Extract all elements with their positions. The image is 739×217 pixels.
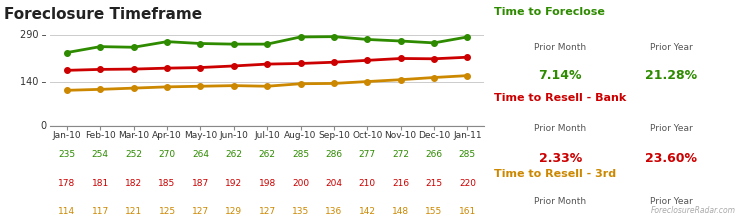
Text: Prior Month: Prior Month [534, 197, 586, 206]
Text: 252: 252 [125, 151, 142, 159]
Text: 286: 286 [325, 151, 342, 159]
Text: 7.14%: 7.14% [539, 69, 582, 82]
Text: 262: 262 [259, 151, 276, 159]
Text: 142: 142 [358, 207, 375, 216]
Text: 235: 235 [58, 151, 75, 159]
Text: 127: 127 [259, 207, 276, 216]
Text: 114: 114 [58, 207, 75, 216]
Text: 254: 254 [92, 151, 109, 159]
Text: 135: 135 [292, 207, 309, 216]
Text: Time to Resell - 3rd: Time to Resell - 3rd [494, 169, 616, 179]
Text: 204: 204 [325, 179, 342, 188]
Text: Time to Resell - Bank: Time to Resell - Bank [494, 93, 626, 103]
Text: 216: 216 [392, 179, 409, 188]
Text: 198: 198 [259, 179, 276, 188]
Text: 187: 187 [192, 179, 209, 188]
Text: 129: 129 [225, 207, 242, 216]
Text: 127: 127 [192, 207, 209, 216]
Text: Prior Month: Prior Month [534, 124, 586, 133]
Text: 266: 266 [426, 151, 443, 159]
Text: 290 –: 290 – [20, 30, 47, 40]
Text: 155: 155 [426, 207, 443, 216]
Text: 21.28%: 21.28% [645, 69, 697, 82]
Text: 0: 0 [41, 121, 47, 131]
Text: 272: 272 [392, 151, 409, 159]
Text: Prior Year: Prior Year [650, 124, 692, 133]
Text: Foreclosure Timeframe: Foreclosure Timeframe [4, 7, 202, 21]
Text: 117: 117 [92, 207, 109, 216]
Text: 270: 270 [158, 151, 176, 159]
Text: Prior Year: Prior Year [650, 197, 692, 206]
Text: 2.33%: 2.33% [539, 152, 582, 165]
Text: 148: 148 [392, 207, 409, 216]
Text: 161: 161 [459, 207, 476, 216]
Text: 185: 185 [158, 179, 176, 188]
Text: 200: 200 [292, 179, 309, 188]
Text: 215: 215 [426, 179, 443, 188]
Text: Time to Foreclose: Time to Foreclose [494, 7, 605, 16]
Text: 136: 136 [325, 207, 342, 216]
Text: ForeclosureRadar.com: ForeclosureRadar.com [650, 206, 735, 215]
Text: 262: 262 [225, 151, 242, 159]
Text: 182: 182 [125, 179, 142, 188]
Text: Prior Month: Prior Month [534, 43, 586, 52]
Text: 23.60%: 23.60% [645, 152, 697, 165]
Text: 181: 181 [92, 179, 109, 188]
Text: 140 –: 140 – [20, 77, 47, 87]
Text: 121: 121 [125, 207, 142, 216]
Text: 277: 277 [358, 151, 376, 159]
Text: 178: 178 [58, 179, 75, 188]
Text: 285: 285 [292, 151, 309, 159]
Text: 220: 220 [459, 179, 476, 188]
Text: 125: 125 [158, 207, 176, 216]
Text: Prior Year: Prior Year [650, 43, 692, 52]
Text: 264: 264 [192, 151, 209, 159]
Text: 192: 192 [225, 179, 242, 188]
Text: 285: 285 [459, 151, 476, 159]
Text: 210: 210 [358, 179, 376, 188]
